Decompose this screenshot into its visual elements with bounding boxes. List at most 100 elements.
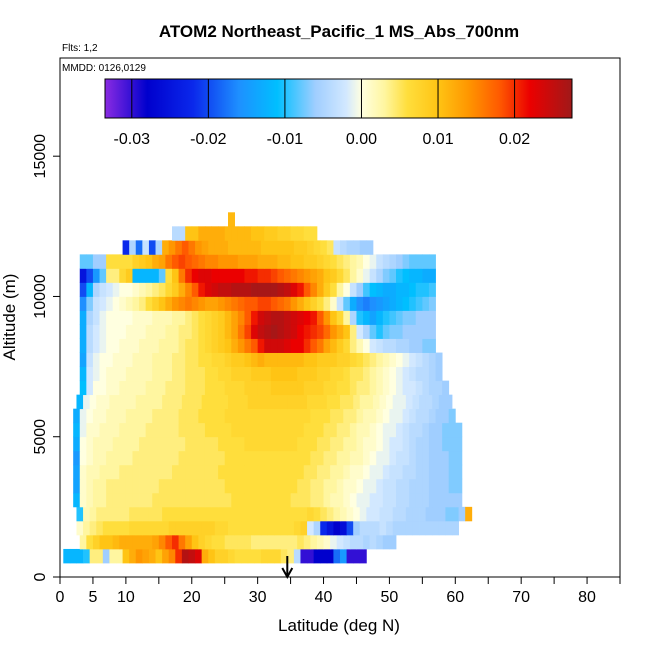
heatmap-cell (132, 324, 140, 339)
heatmap-cell (428, 282, 436, 297)
heatmap-cell (257, 450, 265, 466)
heatmap-cell (277, 380, 285, 396)
heatmap-cell (333, 506, 341, 522)
heatmap-cell (386, 520, 394, 536)
heatmap-cell (172, 492, 179, 508)
heatmap-cell (356, 436, 364, 452)
heatmap-cell (363, 534, 371, 550)
heatmap-cell (316, 352, 324, 367)
heatmap-cell (73, 464, 81, 480)
heatmap-cell (145, 268, 153, 283)
heatmap-cell (211, 534, 219, 550)
heatmap-cell (284, 296, 291, 311)
heatmap-cell (188, 240, 196, 255)
heatmap-cell (264, 226, 272, 241)
heatmap-cell (376, 478, 384, 494)
heatmap-cell (264, 352, 272, 367)
heatmap-cell (231, 338, 239, 353)
heatmap-cell (178, 408, 186, 424)
heatmap-cell (99, 436, 107, 452)
heatmap-cell (102, 506, 110, 522)
heatmap-cell (382, 534, 390, 550)
heatmap-cell (396, 422, 403, 438)
chart-title: ATOM2 Northeast_Pacific_1 MS_Abs_700nm (159, 22, 519, 41)
heatmap-cell (172, 464, 179, 480)
heatmap-cell (112, 422, 120, 438)
heatmap-cell (274, 240, 282, 255)
heatmap-cell (415, 324, 423, 339)
heatmap-cell (122, 520, 130, 536)
heatmap-cell (139, 450, 147, 466)
heatmap-cell (369, 422, 377, 438)
heatmap-cell (175, 548, 183, 564)
heatmap-cell (178, 282, 186, 297)
heatmap-cell (191, 408, 199, 424)
heatmap-cell (376, 366, 384, 382)
heatmap-cell (382, 464, 390, 480)
heatmap-cell (237, 310, 245, 325)
colorbar-tick-label: 0.01 (422, 131, 453, 148)
heatmap-cell (155, 394, 163, 410)
heatmap-cell (336, 422, 344, 438)
heatmap-cell (415, 366, 423, 382)
heatmap-cell (224, 310, 232, 325)
heatmap-cell (316, 450, 324, 466)
heatmap-cell (270, 352, 278, 367)
heatmap-cell (428, 478, 436, 494)
heatmap-cell (228, 548, 235, 564)
heatmap-cell (376, 408, 384, 424)
heatmap-cell (333, 548, 341, 564)
heatmap-cell (277, 450, 285, 466)
heatmap-cell (152, 408, 160, 424)
heatmap-cell (280, 548, 288, 564)
heatmap-cell (119, 422, 127, 438)
heatmap-cell (257, 254, 265, 269)
heatmap-cell (415, 450, 423, 466)
heatmap-cell (363, 338, 371, 353)
heatmap-cell (158, 534, 166, 550)
heatmap-cell (99, 380, 107, 396)
heatmap-cell (382, 282, 390, 297)
heatmap-cell (99, 324, 107, 339)
heatmap-cell (214, 520, 222, 536)
heatmap-cell (320, 240, 328, 255)
heatmap-cell (109, 520, 117, 536)
heatmap-cell (76, 520, 84, 536)
heatmap-cell (158, 254, 166, 269)
heatmap-cell (290, 492, 298, 508)
heatmap-cell (195, 548, 203, 564)
heatmap-cell (152, 492, 160, 508)
heatmap-cell (221, 548, 229, 564)
heatmap-cell (359, 394, 367, 410)
heatmap-cell (343, 338, 351, 353)
heatmap-cell (310, 366, 318, 382)
heatmap-cell (172, 310, 179, 325)
heatmap-cell (211, 282, 219, 297)
heatmap-cell (270, 450, 278, 466)
heatmap-cell (112, 492, 120, 508)
heatmap-cell (139, 296, 147, 311)
heatmap-cell (257, 380, 265, 396)
heatmap-cell (204, 422, 212, 438)
heatmap-cell (218, 366, 226, 382)
heatmap-cell (155, 240, 163, 255)
heatmap-cell (389, 478, 397, 494)
heatmap-cell (204, 254, 212, 269)
heatmap-cell (264, 268, 272, 283)
heatmap-cell (79, 338, 87, 353)
heatmap-cell (310, 338, 318, 353)
heatmap-cell (148, 548, 156, 564)
heatmap-cell (293, 548, 301, 564)
heatmap-cell (224, 324, 232, 339)
heatmap-cell (336, 436, 344, 452)
heatmap-cell (79, 310, 87, 325)
heatmap-cell (349, 366, 357, 382)
heatmap-cell (204, 324, 212, 339)
heatmap-cell (237, 268, 245, 283)
heatmap-cell (165, 436, 173, 452)
heatmap-cell (119, 268, 127, 283)
heatmap-cell (178, 422, 186, 438)
heatmap-cell (231, 366, 239, 382)
heatmap-cell (92, 380, 100, 396)
heatmap-cell (277, 366, 285, 382)
